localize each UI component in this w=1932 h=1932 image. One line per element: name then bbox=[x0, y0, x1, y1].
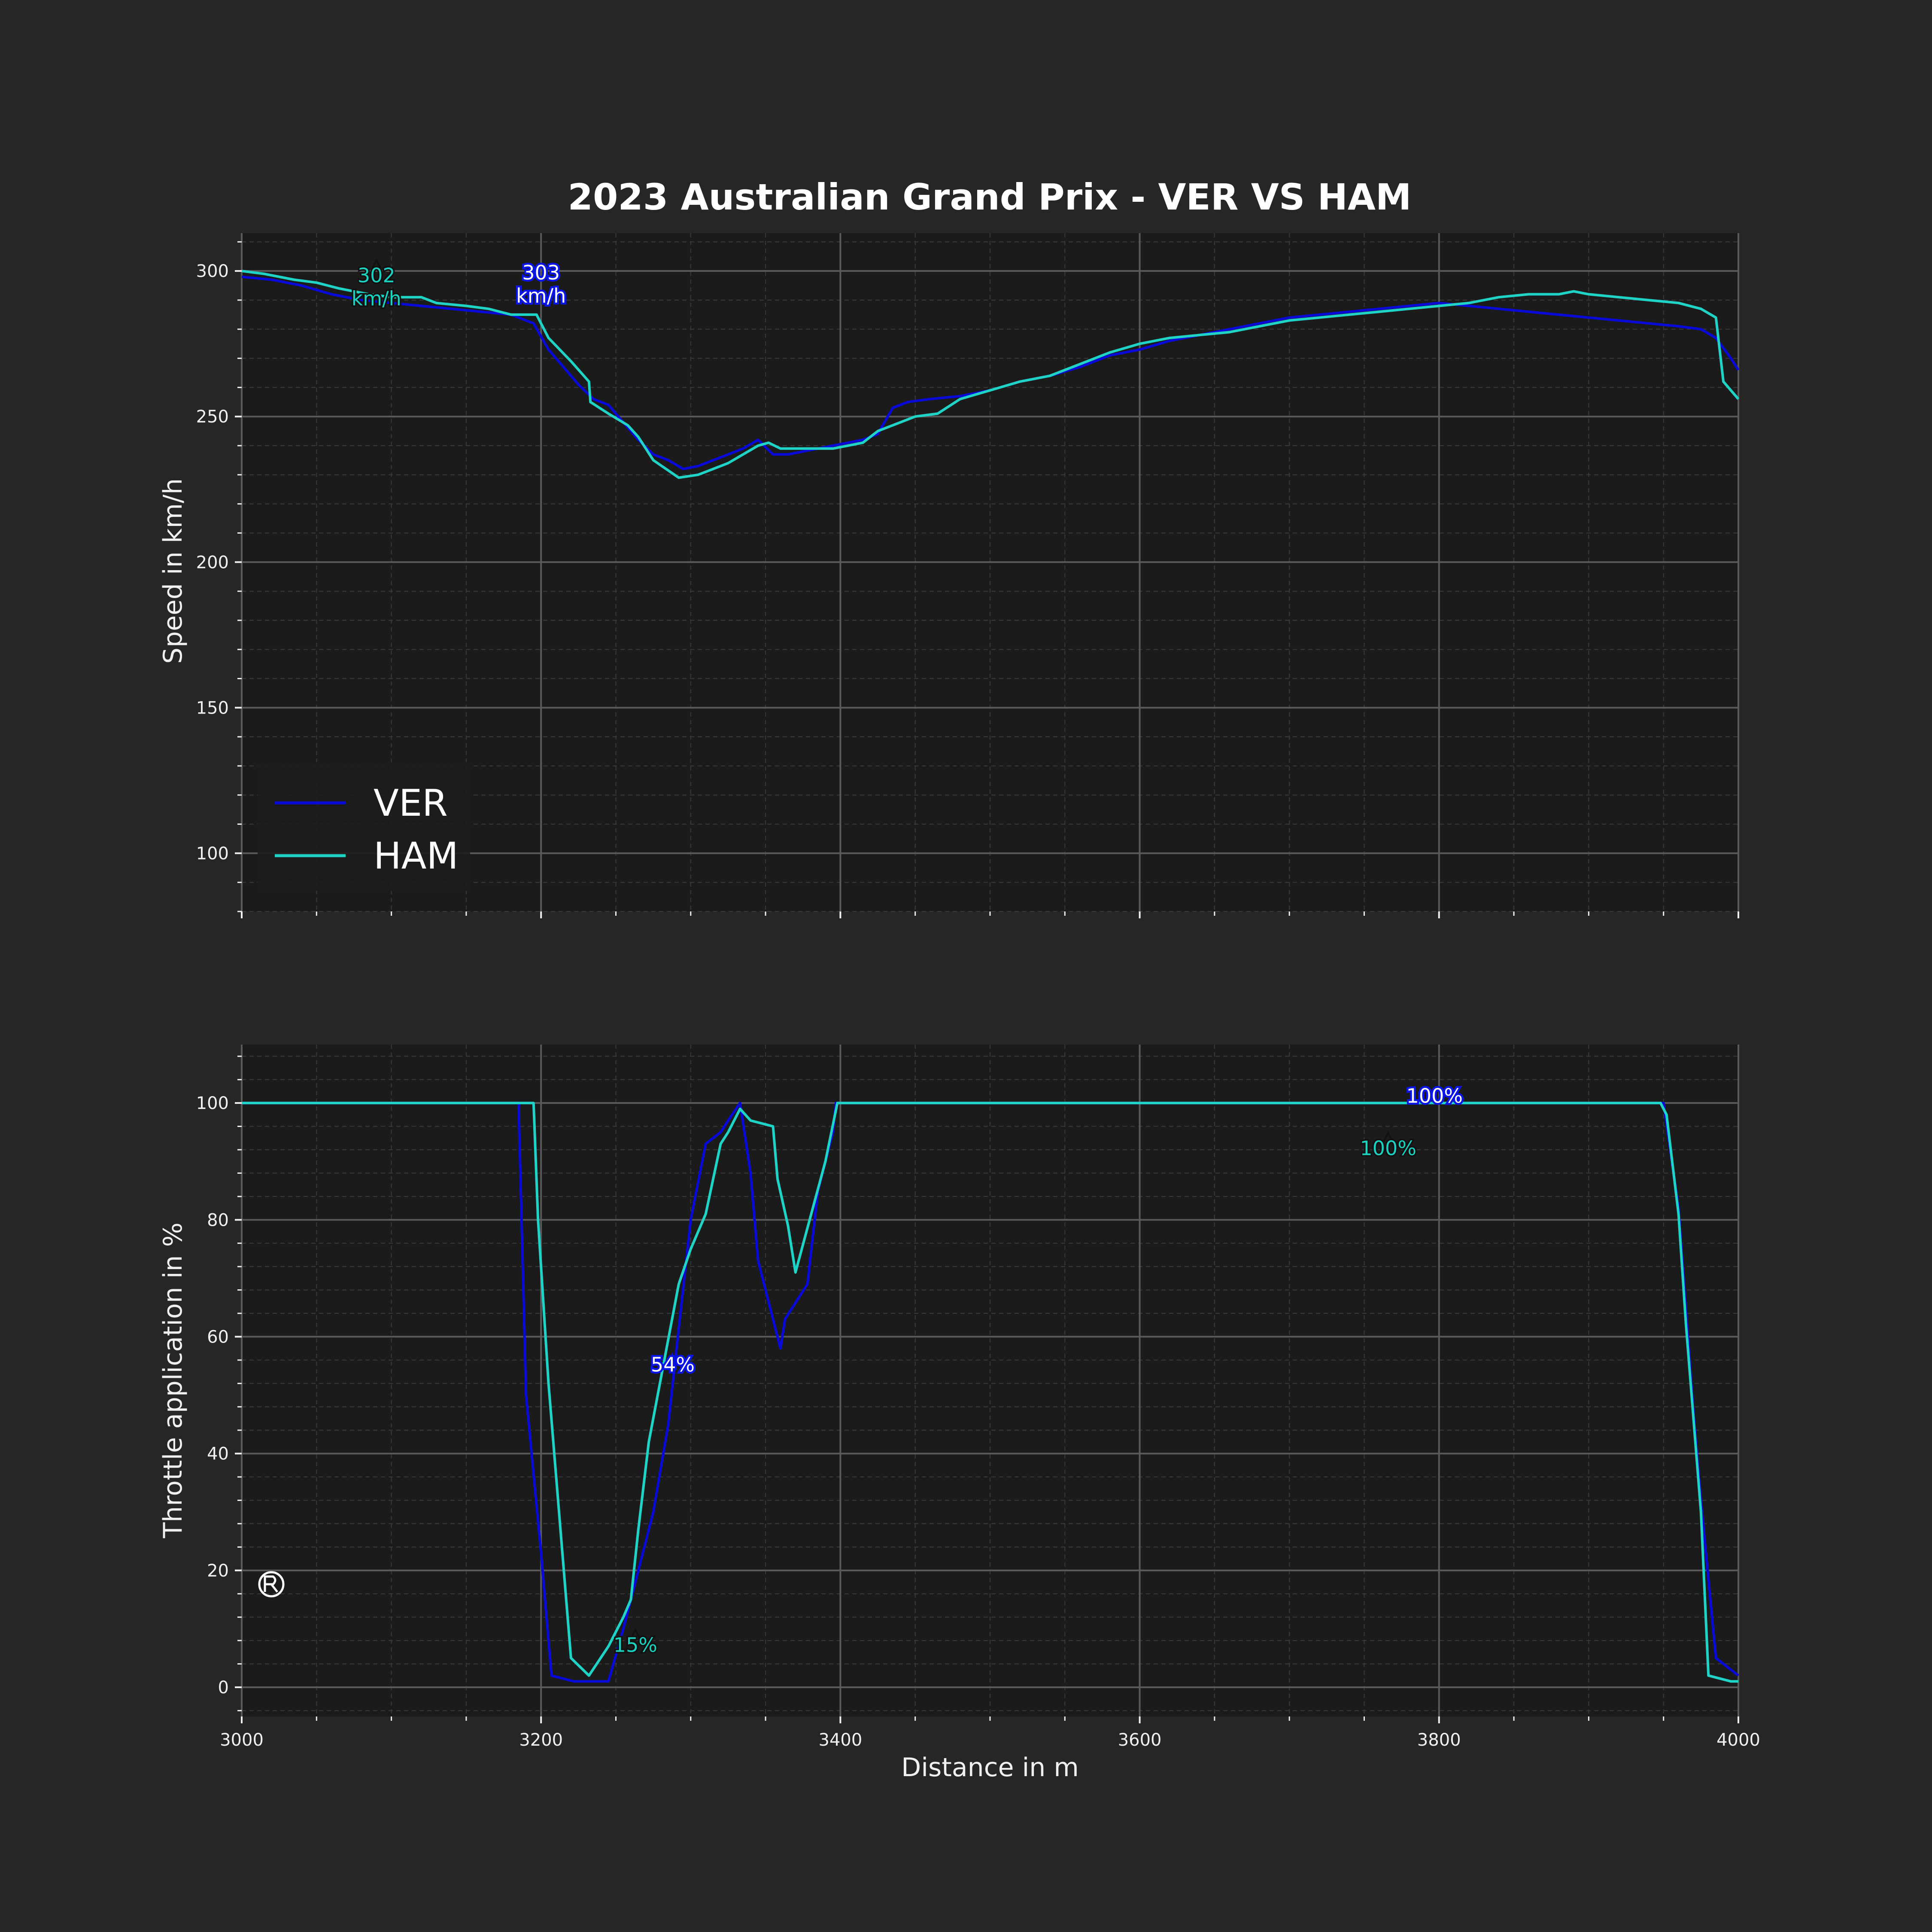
throttle-annotations: 54% 15% 100% 100% bbox=[612, 1082, 1464, 1658]
throttle-y-tick-label: 80 bbox=[207, 1210, 229, 1230]
throttle-x-tick-label: 3600 bbox=[1118, 1730, 1162, 1750]
x-axis-label: Distance in m bbox=[901, 1753, 1079, 1783]
legend[interactable]: VER HAM bbox=[258, 762, 470, 891]
throttle-ticks: 3000 3200 3400 3600 3800 4000 0 20 40 60 80 100 bbox=[196, 1055, 1760, 1750]
throttle-panel: 54% 15% 100% 100% 3000 3200 3400 3600 3800 4000 0… bbox=[158, 1045, 1760, 1783]
throttle-y-tick-label: 40 bbox=[207, 1444, 229, 1464]
speed-series-line-ham bbox=[241, 270, 1740, 479]
throttle-y-tick-label: 20 bbox=[207, 1561, 229, 1581]
chart-title: 2023 Australian Grand Prix - VER VS HAM bbox=[568, 176, 1412, 218]
throttle-x-tick-label: 3200 bbox=[519, 1730, 563, 1750]
legend-ham-label: HAM bbox=[374, 835, 459, 878]
speed-y-tick-label: 250 bbox=[196, 407, 229, 427]
legend-box bbox=[258, 762, 470, 891]
throttle-y-tick-label: 100 bbox=[196, 1094, 229, 1113]
speed-y-axis-label: Speed in km/h bbox=[158, 478, 188, 664]
speed-annotation-ham-label: km/h bbox=[352, 287, 401, 310]
throttle-y-tick-label: 0 bbox=[218, 1678, 229, 1698]
speed-series bbox=[241, 270, 1740, 479]
watermark-mark-icon bbox=[264, 1575, 278, 1593]
throttle-grid bbox=[241, 1045, 1739, 1716]
throttle-y-tick-label: 60 bbox=[207, 1327, 229, 1347]
speed-annotation-ham-arrow-icon bbox=[371, 258, 382, 269]
throttle-annotation-ham-label: 15% bbox=[614, 1633, 657, 1656]
throttle-x-tick-label: 3800 bbox=[1417, 1730, 1461, 1750]
watermark-logo bbox=[258, 1571, 285, 1598]
throttle-x-tick-label: 3000 bbox=[220, 1730, 264, 1750]
speed-y-tick-label: 200 bbox=[196, 553, 229, 572]
throttle-y-axis-label: Throttle application in % bbox=[158, 1222, 188, 1538]
throttle-annotation-ham-label: 100% bbox=[1360, 1137, 1417, 1160]
throttle-annotation-ham-arrow-icon bbox=[630, 1628, 641, 1639]
watermark-circle-icon bbox=[258, 1571, 285, 1598]
legend-ver-label: VER bbox=[374, 782, 448, 825]
throttle-annotation-ver-label: 54% bbox=[651, 1353, 695, 1376]
speed-ticks: 100 150 200 250 300 bbox=[196, 241, 1739, 918]
throttle-x-tick-label: 3400 bbox=[819, 1730, 863, 1750]
speed-annotation-ver-label: 303 bbox=[522, 261, 560, 284]
throttle-annotation-ham-arrow-icon bbox=[1383, 1131, 1394, 1142]
throttle-annotation-ver-label: 100% bbox=[1406, 1084, 1463, 1107]
speed-annotation-ham-label: 302 bbox=[358, 264, 395, 287]
speed-y-tick-label: 300 bbox=[196, 261, 229, 281]
speed-y-tick-label: 150 bbox=[196, 698, 229, 718]
throttle-x-tick-label: 4000 bbox=[1716, 1730, 1760, 1750]
speed-annotation-ver-label: km/h bbox=[516, 284, 566, 307]
throttle-series-line-ham bbox=[242, 1102, 1738, 1683]
throttle-series bbox=[242, 1102, 1739, 1683]
speed-y-tick-label: 100 bbox=[196, 844, 229, 863]
